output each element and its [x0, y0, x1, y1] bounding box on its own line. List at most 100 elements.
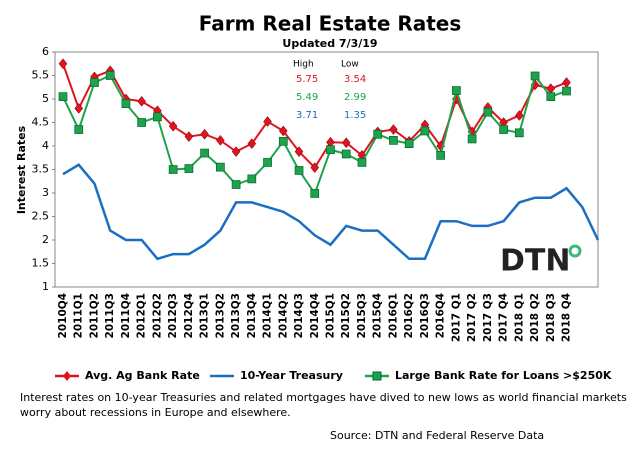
point — [310, 162, 320, 174]
inset-cell: 3.71 — [296, 110, 318, 121]
x-tick-label: 2015Q4 — [372, 293, 384, 338]
x-tick-label: 2012Q4 — [183, 293, 195, 338]
point — [278, 125, 288, 137]
point — [515, 110, 524, 121]
point — [341, 137, 351, 149]
inset-cell: 1.35 — [344, 110, 366, 121]
x-tick-label: 2013Q3 — [230, 293, 242, 338]
y-tick-label: 5.5 — [32, 69, 50, 82]
point — [74, 125, 84, 134]
inset-header: High — [293, 60, 314, 70]
x-tick-label: 2016Q4 — [435, 293, 447, 338]
point — [310, 189, 320, 198]
point — [514, 128, 524, 138]
inset-header: Low — [341, 60, 359, 70]
inset-table: High Low 5.75 3.54 5.49 2.99 3.71 1.35 — [285, 55, 395, 127]
x-tick-label: 2011Q3 — [104, 293, 116, 338]
x-tick-label: 2014Q1 — [262, 293, 274, 338]
point — [105, 71, 115, 80]
y-tick-label: 2 — [42, 233, 49, 246]
caption-line: worry about recessions in Europe and els… — [20, 406, 291, 419]
point — [153, 112, 162, 122]
y-tick-label: 6 — [42, 45, 49, 58]
x-tick-label: 2018 Q3 — [545, 293, 557, 342]
point — [90, 78, 99, 87]
point — [231, 146, 241, 158]
x-tick-label: 2013Q4 — [246, 293, 258, 338]
point — [404, 139, 414, 148]
point — [74, 102, 84, 114]
x-tick-label: 2013Q1 — [199, 293, 211, 338]
point — [373, 129, 383, 139]
x-tick-label: 2014Q4 — [309, 293, 321, 338]
chart-title: Farm Real Estate Rates — [199, 12, 462, 36]
y-tick-label: 5 — [42, 92, 49, 105]
point — [247, 138, 257, 150]
x-tick-label: 2016Q1 — [387, 293, 399, 338]
inset-cell: 5.49 — [296, 92, 318, 103]
point — [483, 107, 493, 117]
legend-label: 10-Year Treasury — [240, 369, 343, 382]
point — [200, 128, 209, 140]
inset-cell: 3.54 — [344, 74, 366, 85]
point — [137, 118, 147, 127]
x-tick-label: 2018 Q4 — [561, 293, 573, 342]
x-tick-label: 2012Q1 — [136, 293, 148, 338]
point — [263, 158, 272, 167]
x-tick-label: 2013Q2 — [214, 293, 226, 338]
point — [357, 158, 367, 167]
point — [168, 165, 178, 174]
legend-label: Large Bank Rate for Loans >$250K — [395, 369, 612, 382]
y-tick-label: 4 — [42, 139, 49, 152]
legend-label: Avg. Ag Bank Rate — [85, 369, 200, 382]
x-tick-label: 2011Q4 — [120, 293, 132, 338]
point — [216, 162, 225, 172]
inset-cell: 5.75 — [296, 74, 318, 85]
point — [184, 164, 194, 173]
series-line — [62, 163, 600, 261]
legend-marker — [372, 371, 382, 381]
x-tick-label: 2015Q2 — [340, 293, 352, 338]
point — [420, 126, 430, 136]
point — [278, 136, 288, 146]
point — [58, 92, 68, 102]
point — [467, 134, 477, 144]
point — [341, 149, 351, 159]
point — [58, 58, 68, 70]
point — [231, 180, 241, 189]
legend-marker — [63, 371, 71, 381]
x-tick-label: 2012Q3 — [167, 293, 179, 338]
x-tick-label: 2014Q2 — [277, 293, 289, 338]
inset-box — [285, 55, 395, 127]
point — [294, 146, 304, 158]
x-tick-label: 2017 Q1 — [450, 293, 462, 342]
point — [247, 174, 257, 184]
x-tick-label: 2012Q2 — [151, 293, 163, 338]
point — [562, 77, 571, 88]
x-tick-label: 2017 Q3 — [482, 293, 494, 342]
point — [137, 95, 146, 107]
point — [389, 136, 398, 145]
x-tick-label: 2018 Q1 — [513, 293, 525, 342]
point — [436, 151, 445, 160]
x-tick-label: 2010Q4 — [57, 293, 69, 338]
caption-line: Interest rates on 10-year Treasuries and… — [20, 391, 627, 404]
x-tick-label: 2014Q3 — [293, 293, 305, 338]
y-tick-label: 1.5 — [32, 257, 50, 270]
point — [530, 71, 540, 81]
x-tick-label: 2011Q1 — [73, 293, 85, 338]
point — [294, 166, 304, 175]
y-tick-label: 3 — [42, 186, 49, 199]
logo: DTN — [500, 244, 570, 279]
point — [184, 131, 194, 143]
point — [200, 148, 209, 158]
x-tick-label: 2015Q3 — [356, 293, 368, 338]
y-tick-label: 2.5 — [32, 210, 50, 223]
point — [452, 86, 461, 95]
source: Source: DTN and Federal Reserve Data — [330, 429, 544, 442]
point — [121, 99, 131, 109]
point — [216, 134, 225, 146]
point — [326, 145, 335, 155]
point — [546, 92, 556, 102]
